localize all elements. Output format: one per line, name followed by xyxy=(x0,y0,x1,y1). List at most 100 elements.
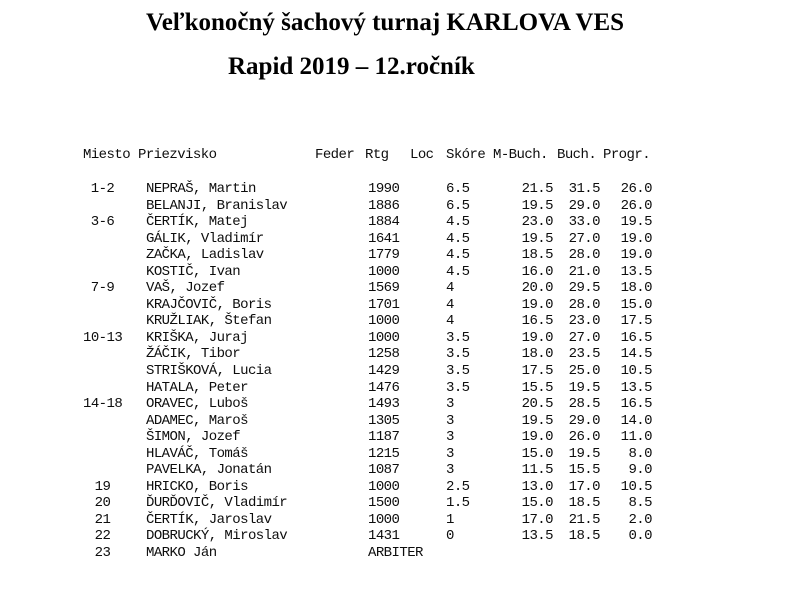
cell-skore: 4 xyxy=(446,313,454,330)
cell-progr: 8.0 xyxy=(628,445,652,462)
cell-mbuch: 19.0 xyxy=(521,329,554,346)
cell-rtg: 1258 xyxy=(368,346,400,363)
col-header-rtg: Rtg xyxy=(365,147,389,163)
cell-buch: 27.0 xyxy=(568,329,601,346)
cell-priezvisko: ADAMEC, Maroš xyxy=(146,412,249,429)
cell-priezvisko: BELANJI, Branislav xyxy=(146,197,288,214)
cell-buch: 26.0 xyxy=(568,429,601,446)
table-body: 1-2 NEPRAŠ, Martin 1990 6.5 21.5 31.5 26.0 BELA… xyxy=(0,181,800,562)
cell-priezvisko: MARKO Ján xyxy=(146,545,217,562)
cell-buch: 21.5 xyxy=(568,511,601,528)
cell-rtg: 1641 xyxy=(368,230,400,247)
table-row: ADAMEC, Maroš 1305 3 19.5 29.0 14.0 xyxy=(0,413,800,430)
table-header-row: Miesto Priezvisko Feder Rtg Loc Skóre M-… xyxy=(0,147,800,164)
cell-mbuch: 19.5 xyxy=(521,412,554,429)
cell-rtg: 1884 xyxy=(368,214,400,231)
cell-priezvisko: KRIŠKA, Juraj xyxy=(146,329,249,346)
cell-buch: 28.0 xyxy=(568,296,601,313)
cell-rtg: 1500 xyxy=(368,495,400,512)
cell-miesto: 20 xyxy=(94,495,111,512)
cell-rtg: 1000 xyxy=(368,478,400,495)
col-header-buch: Buch. xyxy=(557,147,597,163)
cell-priezvisko: ČERTÍK, Jaroslav xyxy=(146,511,272,528)
cell-mbuch: 17.5 xyxy=(521,363,554,380)
cell-skore: 6.5 xyxy=(446,197,470,214)
table-row: KOSTIČ, Ivan 1000 4.5 16.0 21.0 13.5 xyxy=(0,264,800,281)
cell-mbuch: 13.0 xyxy=(521,478,554,495)
cell-skore: 4.5 xyxy=(446,247,470,264)
cell-rtg: 1215 xyxy=(368,445,400,462)
cell-skore: 3 xyxy=(446,462,454,479)
cell-progr: 14.5 xyxy=(620,346,653,363)
cell-progr: 26.0 xyxy=(620,197,653,214)
cell-skore: 3 xyxy=(446,445,454,462)
table-row: 1-2 NEPRAŠ, Martin 1990 6.5 21.5 31.5 26.0 xyxy=(0,181,800,198)
table-row: HATALA, Peter 1476 3.5 15.5 19.5 13.5 xyxy=(0,380,800,397)
cell-buch: 19.5 xyxy=(568,445,601,462)
cell-rtg: 1431 xyxy=(368,528,400,545)
cell-progr: 0.0 xyxy=(628,528,652,545)
cell-priezvisko: ČERTÍK, Matej xyxy=(146,214,249,231)
cell-miesto: 22 xyxy=(94,528,111,545)
cell-mbuch: 23.0 xyxy=(521,214,554,231)
cell-rtg: 1187 xyxy=(368,429,400,446)
table-row: ŽÁČIK, Tibor 1258 3.5 18.0 23.5 14.5 xyxy=(0,346,800,363)
col-header-priezvisko: Priezvisko xyxy=(138,147,217,163)
cell-miesto: 10-13 xyxy=(83,329,123,346)
cell-progr: 8.5 xyxy=(628,495,652,512)
cell-buch: 25.0 xyxy=(568,363,601,380)
cell-skore: 1 xyxy=(446,511,454,528)
col-header-loc: Loc xyxy=(410,147,434,163)
cell-priezvisko: ŽÁČIK, Tibor xyxy=(146,346,241,363)
cell-priezvisko: KRAJČOVIČ, Boris xyxy=(146,296,272,313)
cell-progr: 13.5 xyxy=(620,263,653,280)
table-row: 14-18 ORAVEC, Luboš 1493 3 20.5 28.5 16.5 xyxy=(0,396,800,413)
cell-skore: 3 xyxy=(446,396,454,413)
cell-priezvisko: STRIŠKOVÁ, Lucia xyxy=(146,363,272,380)
cell-mbuch: 19.5 xyxy=(521,230,554,247)
cell-miesto: 1-2 xyxy=(90,181,115,197)
cell-progr: 14.0 xyxy=(620,412,653,429)
cell-rtg: 1779 xyxy=(368,247,400,264)
col-header-skore: Skóre xyxy=(446,147,486,163)
cell-mbuch: 19.0 xyxy=(521,429,554,446)
cell-priezvisko: ORAVEC, Luboš xyxy=(146,396,249,413)
table-row: 7-9 VAŠ, Jozef 1569 4 20.0 29.5 18.0 xyxy=(0,280,800,297)
col-header-progr: Progr. xyxy=(603,147,651,163)
cell-mbuch: 19.5 xyxy=(521,197,554,214)
cell-rtg: 1990 xyxy=(368,181,400,197)
table-row: 10-13 KRIŠKA, Juraj 1000 3.5 19.0 27.0 16.5 xyxy=(0,330,800,347)
cell-buch: 23.0 xyxy=(568,313,601,330)
col-header-feder: Feder xyxy=(315,147,355,163)
cell-progr: 10.5 xyxy=(620,363,653,380)
cell-progr: 11.0 xyxy=(620,429,653,446)
cell-skore: 4.5 xyxy=(446,263,470,280)
table-row: BELANJI, Branislav 1886 6.5 19.5 29.0 26.0 xyxy=(0,198,800,215)
cell-buch: 18.5 xyxy=(568,495,601,512)
cell-buch: 28.5 xyxy=(568,396,601,413)
cell-skore: 3.5 xyxy=(446,379,470,396)
table-row: 19 HRICKO, Boris 1000 2.5 13.0 17.0 10.5 xyxy=(0,479,800,496)
cell-mbuch: 18.0 xyxy=(521,346,554,363)
cell-buch: 21.0 xyxy=(568,263,601,280)
page-subtitle: Rapid 2019 – 12.ročník xyxy=(228,53,475,80)
cell-priezvisko: ŠIMON, Jozef xyxy=(146,429,241,446)
cell-priezvisko: PAVELKA, Jonatán xyxy=(146,462,272,479)
cell-progr: 16.5 xyxy=(620,396,653,413)
cell-priezvisko: KOSTIČ, Ivan xyxy=(146,263,241,280)
table-row: PAVELKA, Jonatán 1087 3 11.5 15.5 9.0 xyxy=(0,462,800,479)
cell-rtg: 1429 xyxy=(368,363,400,380)
cell-mbuch: 11.5 xyxy=(521,462,554,479)
cell-miesto: 21 xyxy=(94,511,111,528)
cell-skore: 4.5 xyxy=(446,214,470,231)
cell-mbuch: 16.0 xyxy=(521,263,554,280)
table-row: 23 MARKO Ján ARBITER xyxy=(0,545,800,562)
cell-rtg: 1476 xyxy=(368,379,400,396)
cell-skore: 1.5 xyxy=(446,495,470,512)
cell-priezvisko: HRICKO, Boris xyxy=(146,478,249,495)
table-row: 20 ĎURĎOVIČ, Vladimír 1500 1.5 15.0 18.5 8.5 xyxy=(0,495,800,512)
table-row: 3-6 ČERTÍK, Matej 1884 4.5 23.0 33.0 19.5 xyxy=(0,214,800,231)
cell-progr: 15.0 xyxy=(620,296,653,313)
